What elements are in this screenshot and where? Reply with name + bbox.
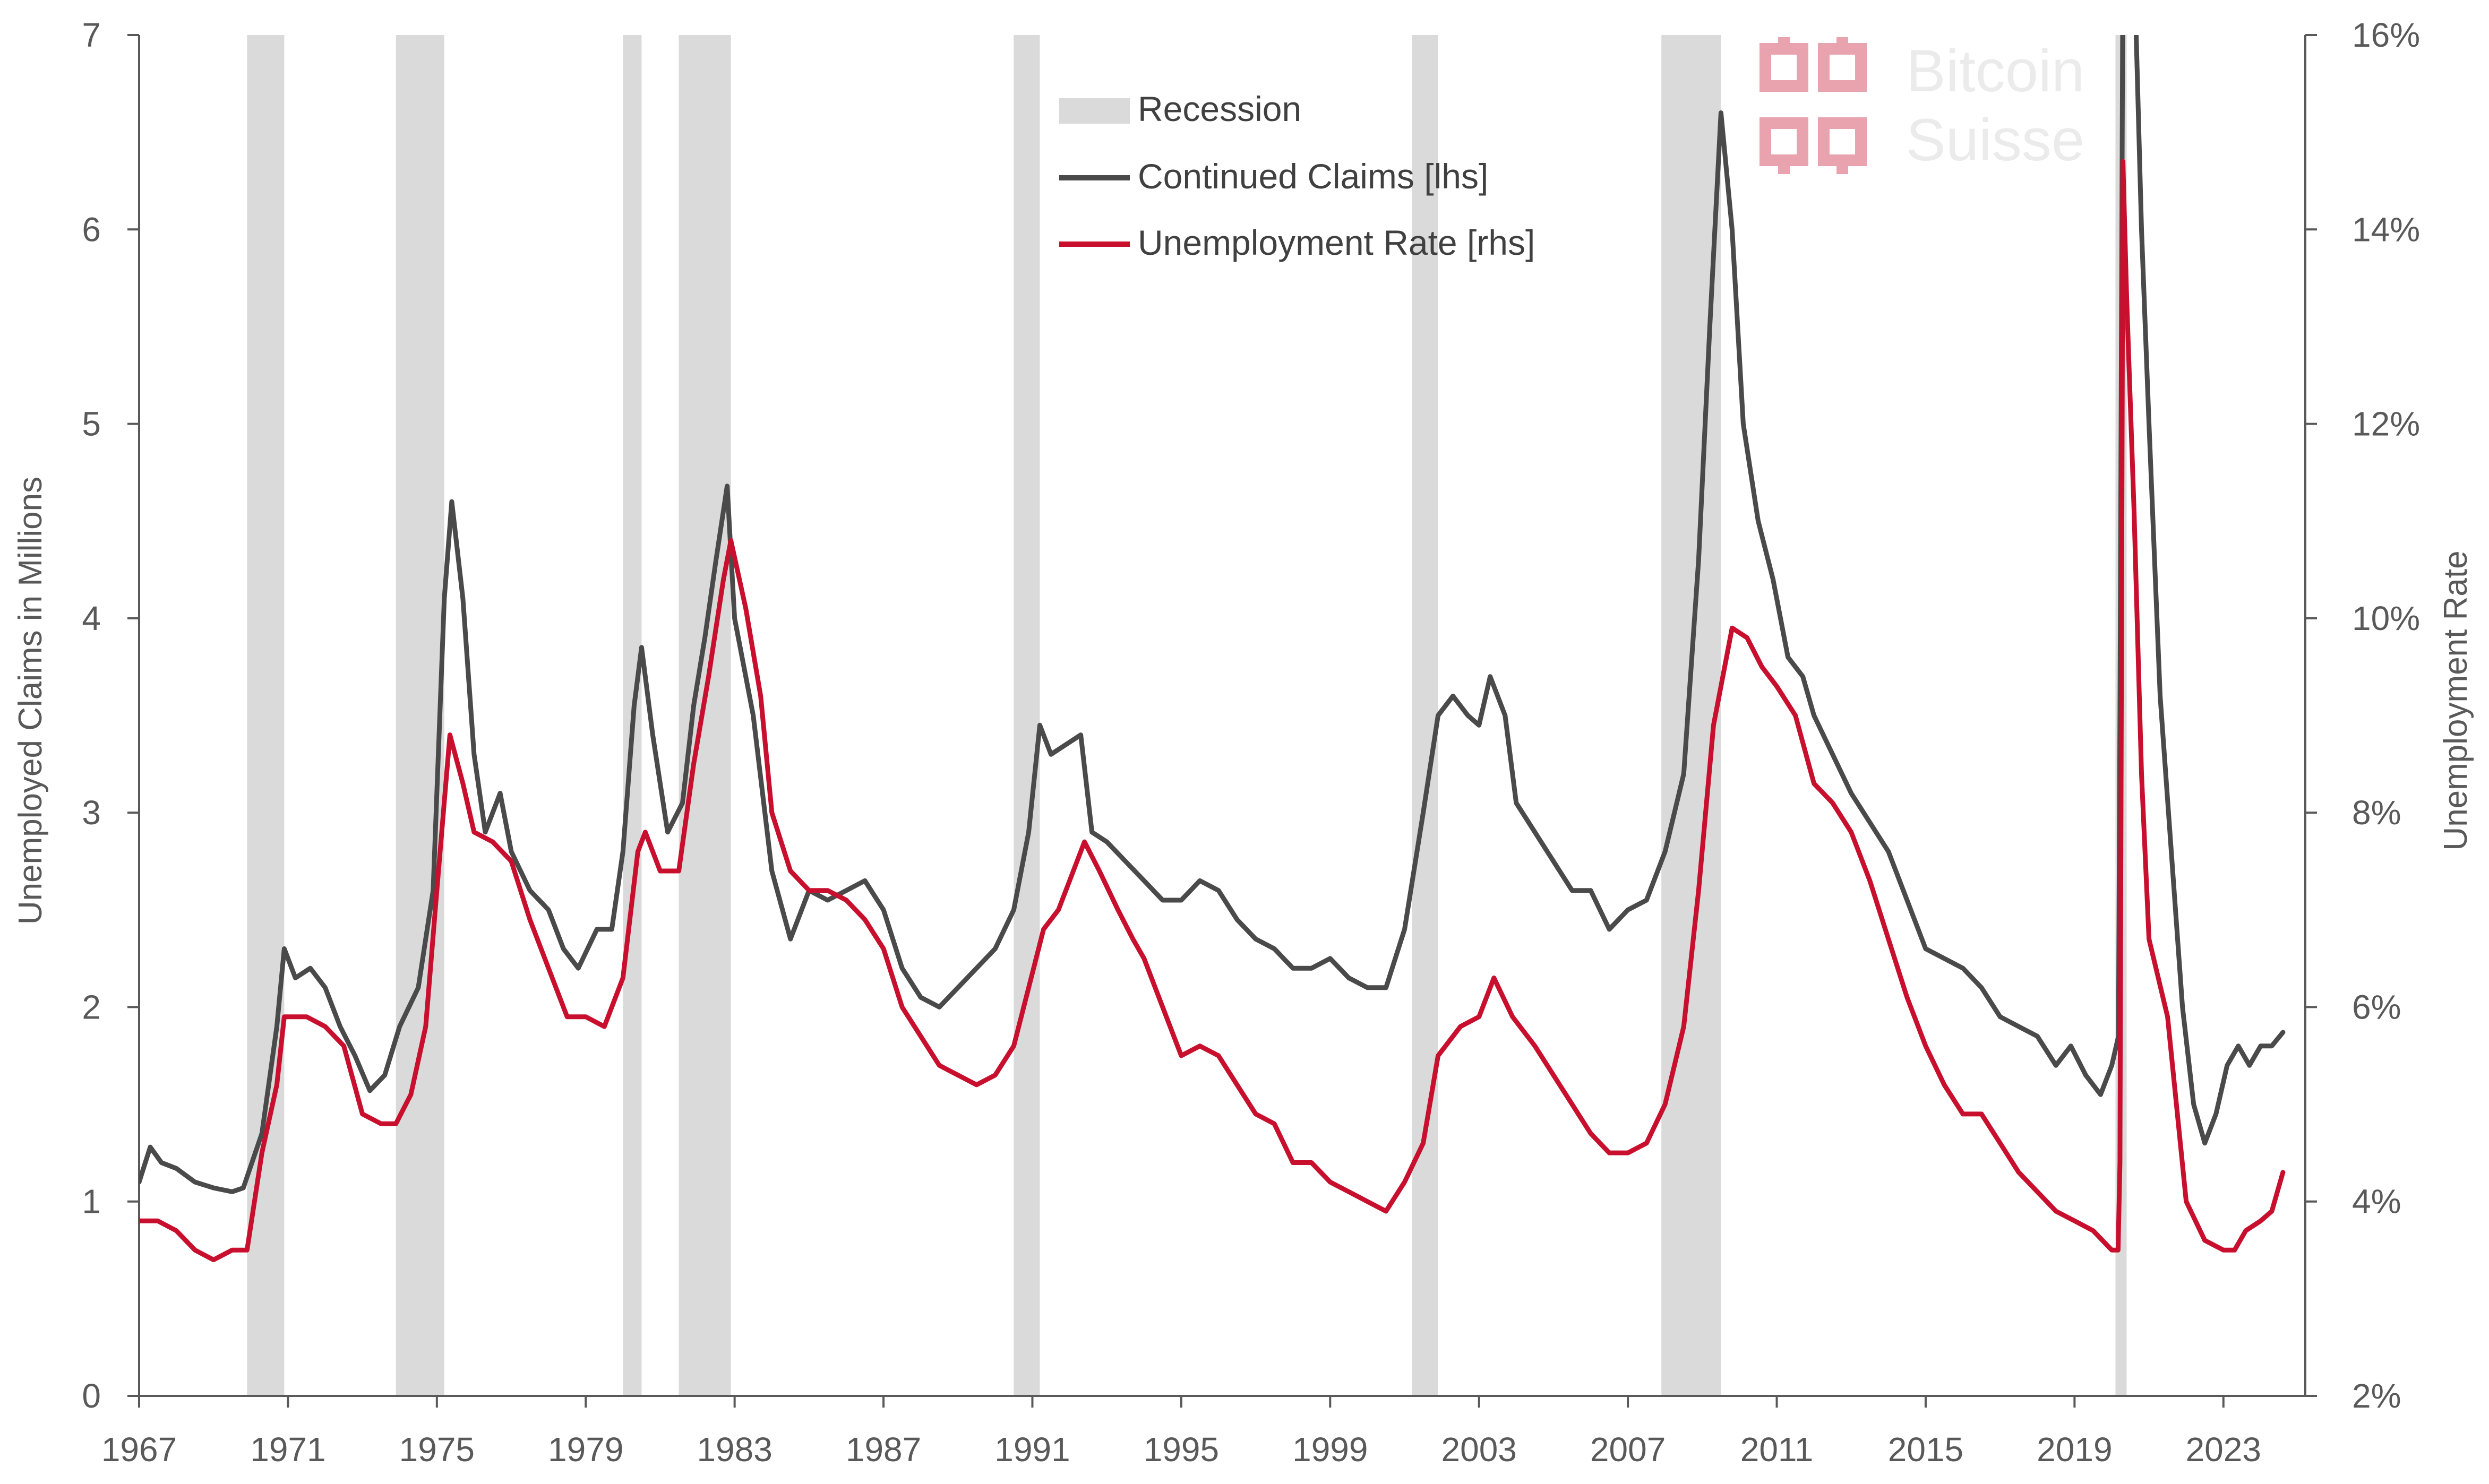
recession-band-4 xyxy=(1014,35,1040,1396)
continued-claims-line xyxy=(139,35,2286,1194)
x-tick-label-8: 1999 xyxy=(1292,1430,1368,1469)
right-tick-label-3: 8% xyxy=(2352,793,2401,832)
logo-line-1: Bitcoin xyxy=(1906,38,2084,104)
x-tick-label-5: 1987 xyxy=(846,1430,921,1469)
bitcoin-suisse-logo: Bitcoin Suisse xyxy=(1760,37,2084,174)
right-tick-label-4: 10% xyxy=(2352,599,2420,637)
logo-line-2: Suisse xyxy=(1906,107,2084,173)
right-tick-label-2: 6% xyxy=(2352,988,2401,1026)
x-tick-label-7: 1995 xyxy=(1144,1430,1219,1469)
x-tick-label-10: 2007 xyxy=(1590,1430,1666,1469)
x-tick-label-1: 1971 xyxy=(250,1430,325,1469)
x-tick-label-14: 2023 xyxy=(2186,1430,2261,1469)
axes xyxy=(138,35,2306,1397)
left-tick-label-6: 6 xyxy=(82,210,101,248)
legend-recession-swatch xyxy=(1059,98,1130,124)
recession-band-5 xyxy=(1412,35,1438,1396)
right-tick-label-0: 2% xyxy=(2352,1377,2401,1415)
recession-band-0 xyxy=(247,35,285,1396)
recession-bands xyxy=(247,35,2127,1396)
left-tick-label-3: 3 xyxy=(82,793,101,832)
left-tick-label-5: 5 xyxy=(82,405,101,443)
x-tick-label-12: 2015 xyxy=(1888,1430,1963,1469)
series-lines xyxy=(139,35,2286,1263)
left-tick-label-2: 2 xyxy=(82,988,101,1026)
x-tick-label-6: 1991 xyxy=(994,1430,1070,1469)
right-axis-title: Unemployment Rate xyxy=(2437,550,2474,850)
left-axis-title: Unemployed Claims in Millions xyxy=(12,477,49,925)
x-tick-label-4: 1983 xyxy=(697,1430,772,1469)
right-tick-label-1: 4% xyxy=(2352,1183,2401,1221)
legend-unemployment-label: Unemployment Rate [rhs] xyxy=(1138,223,1535,262)
x-tick-label-0: 1967 xyxy=(101,1430,177,1469)
recession-band-3 xyxy=(679,35,731,1396)
legend: Recession Continued Claims [lhs] Unemplo… xyxy=(1059,89,1535,262)
left-tick-label-7: 7 xyxy=(82,16,101,54)
recession-band-1 xyxy=(396,35,444,1396)
legend-claims-label: Continued Claims [lhs] xyxy=(1138,157,1488,196)
x-tick-label-11: 2011 xyxy=(1740,1430,1814,1469)
tick-labels: 1967 1971 1975 1979 1983 1987 1991 1995 1999 2003… xyxy=(82,16,2420,1469)
x-tick-label-9: 2003 xyxy=(1441,1430,1517,1469)
x-tick-label-13: 2019 xyxy=(2037,1430,2112,1469)
left-tick-label-1: 1 xyxy=(82,1183,101,1221)
unemployment-rate-line xyxy=(139,159,2286,1263)
right-tick-label-7: 16% xyxy=(2352,16,2420,54)
right-tick-label-5: 12% xyxy=(2352,405,2420,443)
bitcoin-suisse-logo-icon xyxy=(1760,37,1867,174)
x-tick-label-3: 1979 xyxy=(548,1430,623,1469)
right-tick-label-6: 14% xyxy=(2352,210,2420,248)
legend-recession-label: Recession xyxy=(1138,89,1301,128)
left-tick-label-0: 0 xyxy=(82,1377,101,1415)
left-tick-label-4: 4 xyxy=(82,599,101,637)
x-tick-label-2: 1975 xyxy=(399,1430,475,1469)
